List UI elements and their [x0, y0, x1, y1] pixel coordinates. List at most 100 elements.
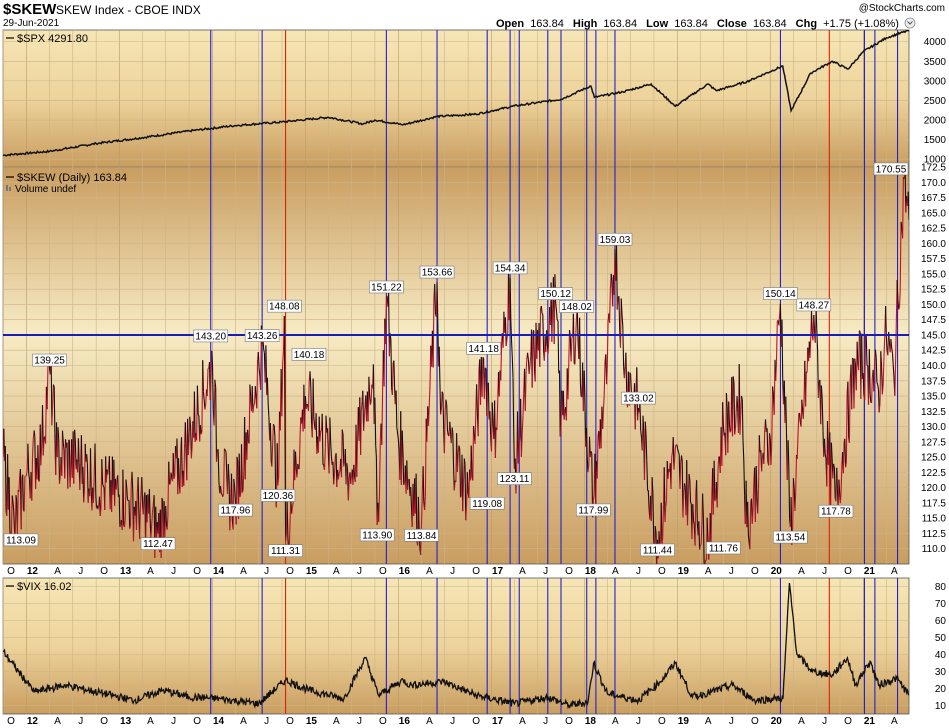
skew-segment [319, 430, 322, 442]
skew-segment [215, 387, 218, 462]
skew-segment [338, 470, 341, 475]
skew-segment [370, 384, 373, 402]
skew-segment [491, 402, 494, 424]
skew-segment [703, 562, 705, 564]
skew-segment [622, 326, 625, 367]
skew-y-tick-label: 140.0 [921, 361, 946, 372]
skew-segment [165, 505, 167, 525]
x-tick-label: A [612, 716, 619, 727]
skew-segment [802, 398, 805, 419]
skew-segment [402, 453, 405, 486]
skew-segment [643, 421, 646, 480]
annotation-label: 140.18 [294, 350, 325, 361]
annotation-box [359, 528, 395, 542]
x-tick-label: A [798, 566, 805, 577]
x-tick-label: 13 [120, 716, 132, 727]
x-tick-label: 21 [864, 566, 876, 577]
x-tick-label: J [357, 716, 362, 727]
x-tick-label: J [264, 716, 269, 727]
skew-segment [476, 384, 478, 414]
skew-segment [31, 457, 34, 501]
vix-y-tick-label: 40 [935, 650, 947, 661]
skew-segment [833, 463, 835, 469]
skew-segment [369, 401, 372, 405]
skew-segment [442, 393, 445, 430]
skew-segment [347, 477, 350, 501]
skew-segment [758, 435, 761, 453]
spx-y-tick-label: 2500 [924, 96, 947, 107]
skew-segment [792, 478, 795, 489]
skew-segment [451, 427, 454, 433]
x-tick-label: J [729, 566, 734, 577]
skew-segment [512, 377, 515, 432]
skew-segment [115, 479, 118, 490]
skew-segment [615, 242, 618, 310]
skew-segment [734, 428, 737, 435]
open-label: Open [496, 18, 524, 30]
high-label: High [573, 18, 598, 30]
skew-segment [184, 422, 187, 454]
skew-segment [307, 381, 310, 411]
chevron-down-icon[interactable] [907, 21, 913, 25]
skew-segment [670, 457, 673, 490]
annotation-label: 113.90 [362, 530, 392, 541]
skew-segment [710, 496, 713, 550]
vix-panel [2, 577, 910, 715]
skew-segment [151, 512, 154, 525]
skew-segment [747, 535, 750, 543]
skew-segment [363, 404, 366, 420]
skew-annotation: 113.54 [773, 530, 808, 544]
skew-segment [496, 401, 499, 431]
skew-segment [725, 392, 728, 409]
skew-segment [775, 321, 778, 362]
skew-segment [341, 429, 344, 435]
skew-segment [771, 386, 774, 442]
skew-segment [266, 377, 269, 405]
skew-segment [271, 443, 274, 467]
skew-segment [281, 364, 284, 417]
skew-annotation: 151.22 [369, 280, 404, 293]
skew-segment [436, 282, 439, 315]
skew-segment [702, 493, 704, 519]
skew-segment [381, 390, 384, 446]
skew-segment [878, 402, 881, 413]
skew-segment [864, 335, 867, 401]
skew-segment [630, 374, 632, 394]
spx-y-tick-label: 3000 [924, 76, 947, 87]
skew-segment [680, 455, 683, 462]
skew-segment [728, 424, 731, 433]
settings-circle-icon[interactable] [904, 17, 916, 29]
skew-segment [217, 449, 220, 481]
spx-legend-text: $SPX 4291.80 [17, 33, 88, 45]
skew-segment [842, 442, 845, 474]
annotation-box [796, 298, 832, 312]
skew-y-tick-label: 152.5 [921, 285, 946, 296]
x-tick-label: O [100, 716, 108, 727]
skew-segment [696, 480, 698, 523]
skew-annotation: 141.18 [466, 341, 501, 355]
skew-segment [64, 439, 67, 479]
skew-segment [251, 386, 254, 413]
skew-segment [407, 479, 409, 490]
skew-segment [731, 376, 734, 437]
skew-segment [770, 441, 773, 466]
skew-segment [427, 403, 430, 426]
skew-segment [128, 499, 131, 529]
x-tick-label: O [286, 716, 294, 727]
annotation-box [818, 504, 854, 518]
skew-segment [892, 364, 895, 378]
skew-segment [894, 366, 897, 396]
skew-segment [37, 445, 40, 480]
skew-segment [249, 384, 252, 397]
skew-segment [749, 502, 752, 550]
annotation-label: 148.27 [798, 300, 829, 311]
annotation-box [140, 537, 176, 550]
skew-segment [13, 510, 16, 530]
skew-segment [333, 456, 336, 474]
x-tick-label: A [519, 716, 526, 727]
skew-annotation: 159.03 [597, 232, 633, 246]
skew-segment [305, 404, 308, 409]
skew-segment [4, 445, 7, 511]
skew-segment [214, 379, 217, 388]
skew-segment [639, 402, 642, 431]
